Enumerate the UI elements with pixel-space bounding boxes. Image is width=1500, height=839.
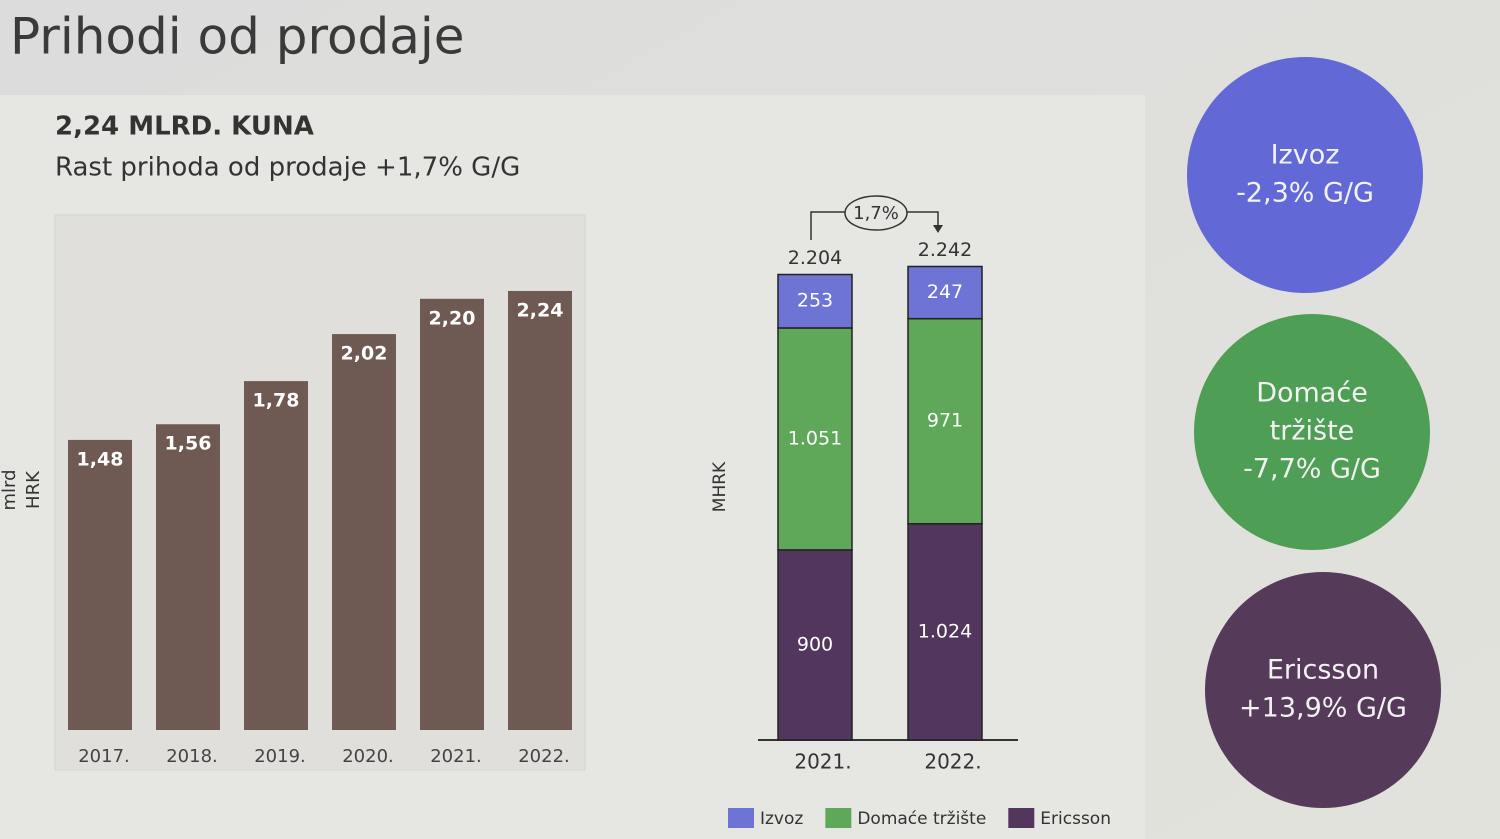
kpi-text: Izvoz	[1271, 140, 1340, 171]
x-tick-label: 2022.	[924, 750, 981, 774]
legend-swatch	[1008, 808, 1035, 828]
arrow-head	[933, 225, 943, 233]
total-label: 2.242	[918, 239, 972, 261]
value-label: 2,20	[429, 307, 476, 329]
slide-title: Prihodi od prodaje	[10, 8, 465, 66]
annotation: 1,7%	[853, 203, 899, 224]
kpi-text: tržište	[1270, 416, 1355, 447]
y-axis-label: HRK	[23, 470, 44, 509]
value-label: 2,02	[341, 343, 388, 365]
value-label: 971	[927, 410, 963, 432]
bar-segment	[777, 273, 853, 329]
kpi-text: -7,7% G/G	[1243, 454, 1381, 485]
kpi-text: Ericsson	[1267, 655, 1379, 686]
x-tick-label: 2019.	[254, 746, 306, 767]
bar	[508, 290, 572, 730]
y-axis-label: mlrd	[0, 469, 20, 510]
subtitle: Rast prihoda od prodaje +1,7% G/G	[55, 153, 520, 183]
headline: 2,24 MLRD. KUNA	[55, 112, 314, 142]
x-tick-label: 2021.	[430, 746, 482, 767]
bar	[420, 298, 484, 730]
value-label: 1,56	[165, 433, 212, 455]
value-label: 2,24	[517, 299, 564, 321]
x-tick-label: 2017.	[78, 746, 130, 767]
value-label: 1,48	[77, 448, 124, 470]
kpi-circle	[1187, 57, 1423, 293]
chart-frame	[54, 214, 586, 771]
kpi-circle	[1194, 314, 1430, 550]
bar	[68, 439, 132, 730]
value-label: 1,78	[253, 390, 300, 412]
x-tick-label: 2020.	[342, 746, 394, 767]
x-tick-label: 2018.	[166, 746, 218, 767]
legend-label: Domaće tržište	[857, 809, 986, 829]
legend-label: Ericsson	[1040, 809, 1111, 829]
value-label: 247	[927, 281, 963, 303]
y-axis-label: MHRK	[710, 461, 730, 512]
value-label: 1.024	[918, 620, 972, 642]
value-label: 1.051	[788, 427, 842, 449]
legend-label: Izvoz	[760, 809, 803, 829]
bar-segment	[777, 549, 853, 741]
kpi-text: +13,9% G/G	[1239, 693, 1407, 724]
bar	[244, 381, 308, 730]
bar-segment	[907, 265, 983, 320]
bar-segment	[907, 522, 983, 741]
kpi-circle	[1205, 572, 1441, 808]
bar-segment	[907, 317, 983, 525]
value-label: 253	[797, 290, 833, 312]
legend-swatch	[825, 808, 852, 828]
bar	[156, 424, 220, 730]
value-label: 900	[797, 633, 833, 655]
legend-swatch	[728, 808, 754, 828]
x-tick-label: 2022.	[518, 746, 570, 767]
x-tick-label: 2021.	[794, 750, 851, 774]
kpi-text: -2,3% G/G	[1236, 178, 1374, 209]
annotation-bubble	[844, 195, 908, 231]
bar	[332, 334, 396, 730]
bar-segment	[777, 327, 853, 551]
kpi-text: Domaće	[1256, 378, 1368, 409]
total-label: 2.204	[788, 247, 842, 269]
